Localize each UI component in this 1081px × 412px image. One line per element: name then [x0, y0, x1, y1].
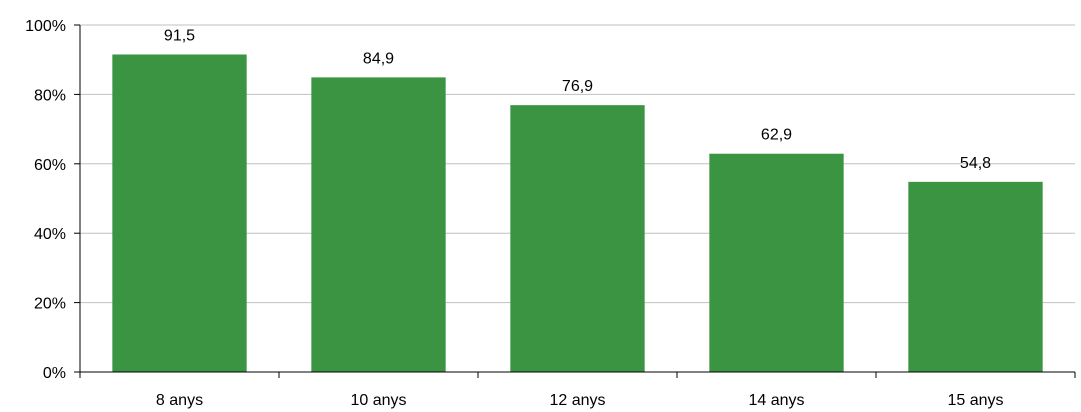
data-label: 62,9: [761, 127, 792, 144]
y-tick-label: 20%: [34, 296, 66, 313]
data-label: 76,9: [562, 78, 593, 95]
bar: [709, 153, 844, 372]
y-tick-label: 60%: [34, 157, 66, 174]
y-tick-label: 100%: [25, 18, 66, 35]
data-labels: 91,5 84,9 76,9 62,9 54,8: [164, 27, 991, 171]
y-tick-label: 80%: [34, 87, 66, 104]
x-tick-label: 10 anys: [350, 392, 406, 409]
x-tick-label: 15 anys: [947, 392, 1003, 409]
data-label: 84,9: [363, 50, 394, 67]
bar: [311, 77, 446, 372]
bar: [112, 54, 247, 373]
x-tick-label: 12 anys: [549, 392, 605, 409]
data-label: 54,8: [960, 155, 991, 172]
x-tick-labels: 8 anys 10 anys 12 anys 14 anys 15 anys: [156, 392, 1004, 409]
data-label: 91,5: [164, 27, 195, 44]
y-tick-labels: 0% 20% 40% 60% 80% 100%: [25, 18, 66, 382]
bar: [510, 105, 645, 373]
x-tick-label: 8 anys: [156, 392, 203, 409]
x-tick-label: 14 anys: [748, 392, 804, 409]
axes: [74, 24, 1076, 378]
bar: [908, 181, 1043, 372]
y-tick-label: 40%: [34, 226, 66, 243]
bars: [112, 54, 1043, 373]
y-tick-label: 0%: [43, 365, 66, 382]
